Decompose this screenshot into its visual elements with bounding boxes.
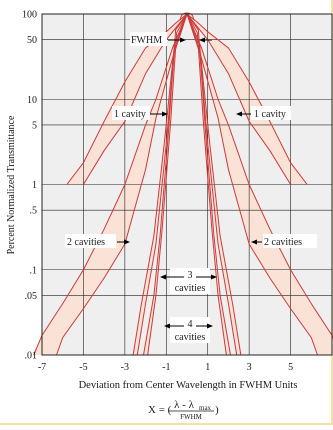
x-tick-label: 5 — [288, 362, 293, 373]
one-cavity-right-label: 1 cavity — [254, 109, 286, 120]
three-cavities-arrowhead-right — [211, 274, 217, 280]
four-cavities-label: cavities — [175, 332, 206, 343]
plot-frame — [41, 13, 333, 356]
x-tick-label: -1 — [162, 362, 170, 373]
y-tick-label: 10 — [27, 95, 37, 106]
three-cavities-bg — [170, 268, 210, 294]
x-tick-label: -3 — [121, 362, 129, 373]
1-cavity-min-curve-left — [83, 13, 188, 185]
y-tick-label: .1 — [30, 265, 38, 276]
four-cavities-number: 4 — [188, 319, 193, 330]
3-cavities-min-curve-right — [186, 13, 238, 356]
one-cavity-left-label: 1 cavity — [114, 109, 146, 120]
4-cavities-min-curve-right — [186, 13, 227, 356]
y-tick-label: 50 — [27, 35, 37, 46]
two-cavities-right-label: 2 cavities — [264, 237, 302, 248]
y-tick-label: 5 — [32, 120, 37, 131]
2-cavities-max-curve-left — [33, 13, 188, 356]
two-cavities-left-label: 2 cavities — [67, 237, 105, 248]
2-cavities-max-curve-right — [186, 13, 333, 340]
normalized-deviation-formula: X = ( λ - λ max FWHM ) — [148, 399, 219, 421]
x-axis-label: Deviation from Center Wavelength in FWHM… — [79, 380, 298, 391]
one-cavity-right-bg — [251, 106, 291, 120]
fwhm-label: FWHM — [131, 35, 162, 46]
2-cavities-band-right — [187, 14, 333, 355]
two-cavities-right-arrowhead — [251, 239, 257, 245]
2-cavities-min-curve-right — [186, 13, 318, 356]
3-cavities-min-curve-left — [136, 13, 188, 356]
x-tick-label: -7 — [38, 362, 46, 373]
two-cavities-right-bg — [263, 234, 317, 248]
two-cavities-left-arrowhead — [124, 239, 130, 245]
y-tick-label: 1 — [32, 180, 37, 191]
y-tick-labels: 100 50 10 5 1 .5 .1 .05 .01 — [22, 10, 37, 362]
three-cavities-number: 3 — [188, 270, 193, 281]
y-tick-label: .05 — [25, 291, 38, 302]
x-tick-label: -5 — [79, 362, 87, 373]
4-cavities-max-curve-right — [186, 13, 231, 356]
y-axis-label: Percent Normalized Transmittance — [6, 115, 17, 254]
formula-numerator: λ - λ — [174, 399, 194, 411]
y-tick-label: 100 — [22, 10, 37, 21]
formula-lhs: X = ( — [148, 404, 172, 416]
y-tick-label: .01 — [25, 351, 38, 362]
one-cavity-left-arrowhead — [162, 111, 168, 117]
three-cavities-arrowhead-left — [160, 274, 166, 280]
curve-lines — [33, 12, 333, 356]
x-tick-label: 1 — [205, 362, 210, 373]
4-cavities-max-curve-left — [143, 13, 188, 356]
one-cavity-left-bg — [112, 106, 150, 120]
annotations: FWHM 1 cavity 1 cavity 2 cavities 2 cavi… — [65, 32, 317, 343]
fwhm-label-bg — [130, 32, 167, 46]
four-cavities-arrowhead-right — [207, 323, 213, 329]
x-tick-labels: -7 -5 -3 -1 1 3 5 — [38, 362, 293, 373]
formula-rhs: ) — [215, 404, 219, 416]
peak-cap — [179, 12, 195, 21]
fwhm-arrowhead-left — [180, 37, 186, 43]
two-cavities-left-bg — [65, 234, 116, 248]
formula-subscript: max — [199, 404, 212, 412]
1-cavity-min-curve-right — [186, 13, 291, 185]
three-cavities-label: cavities — [175, 283, 206, 294]
y-tick-label: .5 — [30, 206, 38, 217]
4-cavities-min-curve-left — [147, 13, 188, 356]
one-cavity-right-arrowhead — [236, 111, 242, 117]
fwhm-arrowhead-right — [199, 37, 205, 43]
four-cavities-arrowhead-left — [164, 323, 170, 329]
x-tick-label: 3 — [247, 362, 252, 373]
1-cavity-max-curve-left — [66, 13, 188, 185]
four-cavities-bg — [170, 317, 210, 343]
formula-denominator: FWHM — [180, 413, 203, 421]
1-cavity-max-curve-right — [186, 13, 308, 185]
